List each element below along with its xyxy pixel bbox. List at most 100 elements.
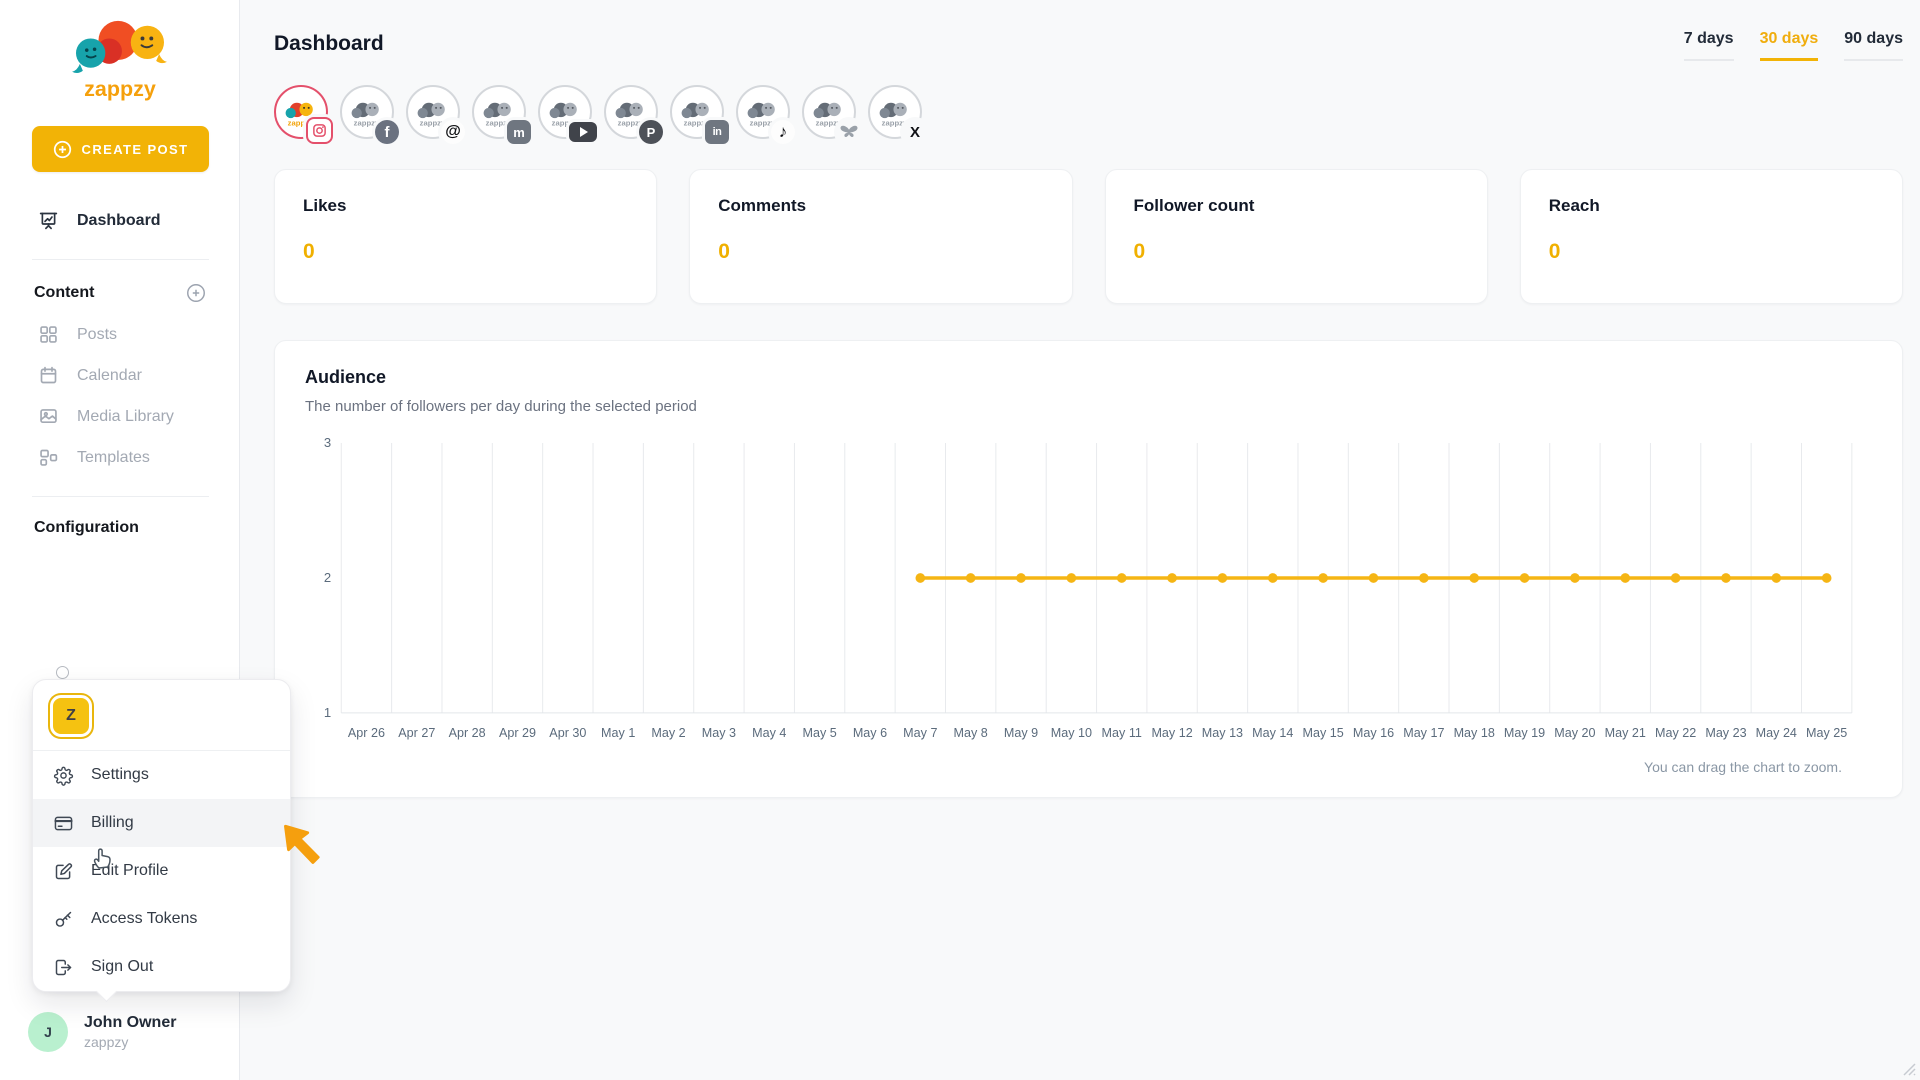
sidebar-item-label: Dashboard [77, 211, 161, 229]
audience-title: Audience [305, 367, 387, 387]
configuration-item-partial-icon [56, 666, 69, 679]
account-avatar-bluesky[interactable]: zappzy [802, 85, 861, 144]
svg-text:May 16: May 16 [1353, 726, 1394, 740]
stat-card-follower-count: Follower count 0 [1104, 169, 1488, 304]
edit-pencil-icon [55, 862, 73, 879]
stat-value: 0 [718, 240, 730, 263]
sidebar-item-calendar[interactable]: Calendar [0, 355, 239, 396]
menu-item-billing[interactable]: Billing [33, 799, 290, 847]
svg-text:zappzy: zappzy [485, 118, 511, 127]
account-avatar-instagram[interactable]: zappzy [274, 85, 333, 144]
account-avatar-x[interactable]: zappzy X [868, 85, 927, 144]
svg-text:May 4: May 4 [752, 726, 786, 740]
menu-item-settings[interactable]: Settings [33, 751, 290, 799]
svg-text:May 11: May 11 [1102, 726, 1142, 740]
zappzy-mini-logo-icon: zappzy [615, 102, 644, 127]
svg-text:May 23: May 23 [1705, 726, 1746, 740]
user-popup-menu: Z Settings Billing Edit Profile Access T… [32, 679, 291, 1003]
stat-card-comments: Comments 0 [689, 169, 1073, 304]
presentation-chart-icon [39, 212, 58, 230]
svg-text:Apr 30: Apr 30 [549, 726, 586, 740]
tab-90-days[interactable]: 90 days [1844, 30, 1903, 61]
tab-30-days[interactable]: 30 days [1759, 30, 1819, 61]
sidebar-item-label: Calendar [77, 366, 142, 384]
stat-value: 0 [1133, 240, 1146, 263]
add-content-icon[interactable] [185, 282, 207, 304]
sidebar-divider [32, 259, 209, 260]
menu-item-label: Edit Profile [91, 862, 169, 879]
svg-text:May 13: May 13 [1202, 726, 1243, 740]
zappzy-mini-logo-icon: zappzy [813, 102, 842, 127]
svg-text:May 17: May 17 [1403, 726, 1444, 740]
audience-card: Audience The number of followers per day… [274, 340, 1903, 799]
zappzy-mini-logo-icon: zappzy [747, 102, 776, 127]
audience-line-chart[interactable]: 1 2 3 Apr 26 Apr 27 Apr 28 Apr 29 Apr 30 May 1 Ma… [305, 437, 1872, 749]
facebook-badge-icon: f [375, 120, 399, 144]
chart-zoom-hint: You can drag the chart to zoom. [1644, 759, 1842, 776]
tab-7-days[interactable]: 7 days [1683, 30, 1734, 61]
sidebar-item-templates[interactable]: Templates [0, 437, 239, 478]
zappzy-mini-logo-icon: zappzy [351, 102, 380, 127]
account-avatar-youtube[interactable]: zappzy [538, 85, 597, 142]
youtube-badge-icon [569, 122, 597, 142]
zappzy-logo-icon: zappzy [71, 20, 167, 101]
svg-text:May 8: May 8 [954, 726, 988, 740]
svg-text:zappzy: zappzy [617, 118, 643, 127]
date-range-tabs: 7 days 30 days 90 days [1683, 30, 1903, 61]
svg-text:May 6: May 6 [853, 726, 887, 740]
sidebar-item-posts[interactable]: Posts [0, 314, 239, 355]
mastodon-badge-icon: m [507, 120, 531, 144]
zappzy-mini-logo-icon: zappzy [879, 102, 908, 127]
image-icon [40, 409, 57, 424]
account-ring: zappzy [340, 85, 394, 139]
configuration-section-title: Configuration [34, 519, 139, 536]
zappzy-mini-logo-icon: zappzy [285, 102, 314, 127]
main-content: Dashboard 7 days 30 days 90 days zappzy … [240, 0, 1920, 1080]
account-avatar-linkedin[interactable]: zappzy in [670, 85, 729, 144]
svg-text:May 18: May 18 [1454, 726, 1495, 740]
menu-item-sign-out[interactable]: Sign Out [33, 943, 290, 991]
grid-icon [40, 326, 57, 343]
svg-text:zappzy: zappzy [353, 118, 379, 127]
user-menu-trigger[interactable]: J John Owner zappzy [28, 1012, 176, 1052]
sidebar-item-label: Posts [77, 325, 118, 343]
svg-text:May 9: May 9 [1004, 726, 1038, 740]
user-name: John Owner [84, 1014, 177, 1031]
page-title: Dashboard [274, 32, 384, 55]
svg-text:1: 1 [324, 705, 331, 720]
menu-item-edit-profile[interactable]: Edit Profile [33, 847, 290, 895]
sidebar-item-dashboard[interactable]: Dashboard [0, 200, 239, 241]
svg-text:zappzy: zappzy [749, 118, 775, 127]
workspace-row: Z [33, 680, 290, 751]
menu-item-access-tokens[interactable]: Access Tokens [33, 895, 290, 943]
create-post-button[interactable]: CREATE POST [32, 126, 209, 172]
stat-label: Comments [718, 196, 807, 215]
workspace-avatar[interactable]: Z [50, 695, 92, 737]
svg-text:3: 3 [324, 437, 331, 450]
stat-value: 0 [1548, 240, 1561, 263]
svg-text:Apr 29: Apr 29 [499, 726, 536, 740]
zappzy-mini-logo-icon: zappzy [483, 102, 512, 127]
svg-text:2: 2 [324, 570, 331, 585]
gear-icon [53, 766, 74, 786]
audience-subtitle: The number of followers per day during t… [305, 398, 697, 415]
brand-logo: zappzy [0, 0, 239, 102]
account-avatar-mastodon[interactable]: zappzy m [472, 85, 531, 144]
resize-grip[interactable] [1898, 1058, 1918, 1078]
svg-text:zappzy: zappzy [881, 118, 907, 127]
sidebar-item-label: Media Library [77, 407, 174, 425]
account-avatar-threads[interactable]: zappzy @ [406, 85, 465, 144]
key-icon [55, 911, 72, 927]
user-workspace: zappzy [84, 1034, 129, 1050]
account-avatar-facebook[interactable]: zappzy f [340, 85, 399, 144]
sidebar-item-media-library[interactable]: Media Library [0, 396, 239, 437]
svg-text:zappzy: zappzy [551, 118, 577, 127]
svg-text:May 25: May 25 [1806, 726, 1847, 740]
account-avatar-pinterest[interactable]: zappzy P [604, 85, 663, 144]
account-avatar-tiktok[interactable]: zappzy ♪ [736, 85, 795, 144]
svg-text:May 22: May 22 [1655, 726, 1696, 740]
svg-text:May 3: May 3 [702, 726, 736, 740]
create-post-label: CREATE POST [81, 141, 189, 157]
svg-text:May 2: May 2 [651, 726, 685, 740]
sidebar-divider [32, 496, 209, 497]
